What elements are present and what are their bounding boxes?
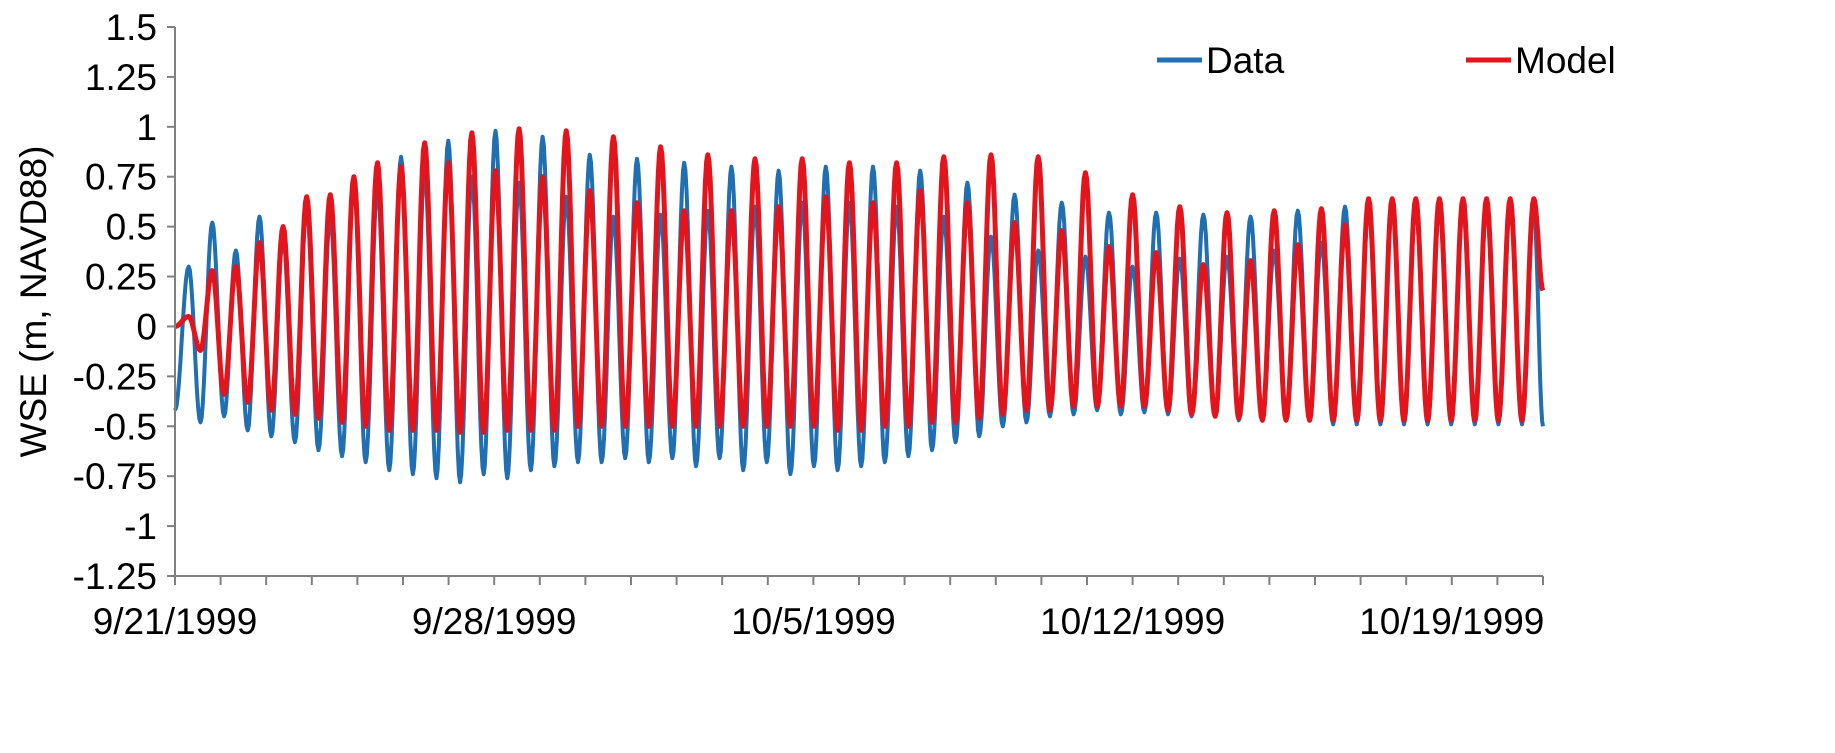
y-tick-label: 0.25 [85, 257, 157, 298]
x-axis-ticks: 9/21/1999 9/28/1999 10/5/1999 10/12/1999 10/… [93, 576, 1544, 642]
y-tick-label: -0.5 [93, 406, 157, 447]
y-tick-label: -1.25 [73, 556, 157, 597]
x-tick-label: 10/19/1999 [1359, 601, 1544, 642]
x-tick-label: 9/21/1999 [93, 601, 258, 642]
y-tick-label: -0.25 [73, 356, 157, 397]
y-tick-label: 0 [136, 306, 157, 347]
y-tick-label: 1.25 [85, 57, 157, 98]
y-axis-title: WSE (m, NAVD88) [13, 146, 54, 458]
y-tick-label: 1 [136, 107, 157, 148]
series-line-model [173, 126, 1546, 435]
x-tick-label: 9/28/1999 [412, 601, 577, 642]
y-tick-label: -0.75 [73, 456, 157, 497]
y-axis-ticks: 1.5 1.25 1 0.75 0.5 0.25 0 -0.25 -0.5 -0.75 -1 -1.2… [73, 7, 175, 597]
y-tick-label: 0.75 [85, 157, 157, 198]
x-tick-label: 10/12/1999 [1040, 601, 1225, 642]
x-tick-label: 10/5/1999 [731, 601, 896, 642]
y-tick-label: 1.5 [106, 7, 157, 48]
series-layer [173, 126, 1546, 485]
legend: Data Model [1157, 40, 1616, 81]
legend-label-model: Model [1515, 40, 1616, 81]
y-tick-label: 0.5 [106, 207, 157, 248]
legend-label-data: Data [1206, 40, 1285, 81]
y-tick-label: -1 [124, 506, 157, 547]
plot-area: 1.5 1.25 1 0.75 0.5 0.25 0 -0.25 -0.5 -0.75 -1 -1.2… [73, 7, 1546, 642]
